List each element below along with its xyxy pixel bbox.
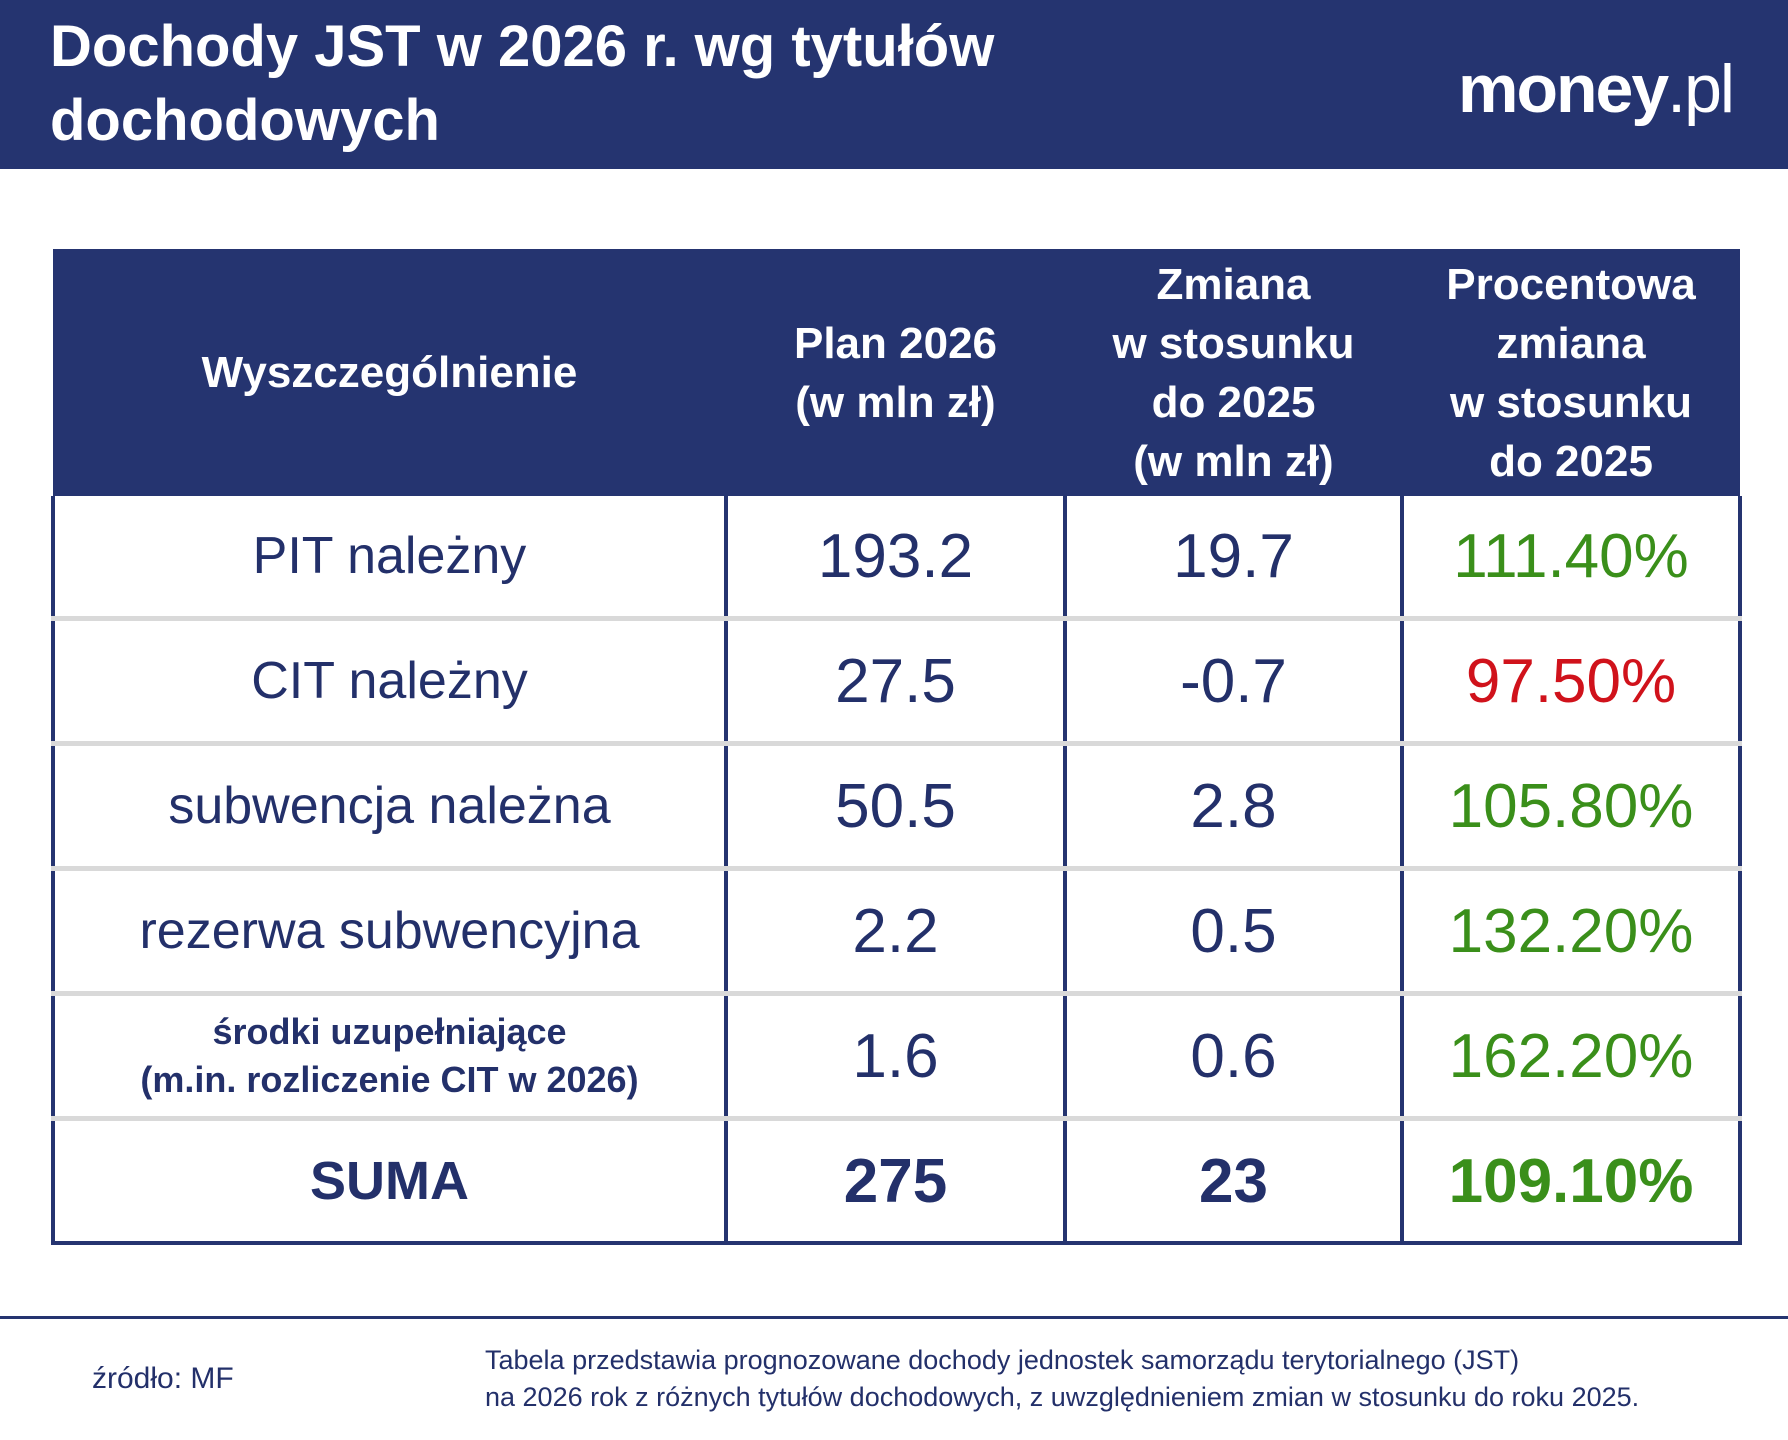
cell: 1.6 <box>724 993 1067 1121</box>
row-label: SUMA <box>51 1118 728 1245</box>
row: rezerwa subwencyjna 2.2 0.5 132.20% <box>51 868 1742 996</box>
label-line: rezerwa subwencyjna <box>139 902 640 960</box>
logo-text: money <box>1457 51 1669 127</box>
header-row: Wyszczególnienie Plan 2026 (w mln zł) Zmian… <box>53 249 1740 496</box>
note: Tabela przedstawia prognozowane dochody … <box>485 1342 1639 1416</box>
cell: 23 <box>1063 1118 1404 1245</box>
row-label: rezerwa subwencyjna <box>51 868 728 996</box>
note-line: Tabela przedstawia prognozowane dochody … <box>485 1345 1520 1375</box>
cell: 162.20% <box>1400 993 1742 1121</box>
row-label: środki uzupełniające (m.in. rozliczenie C… <box>51 993 728 1121</box>
header-line: w stosunku <box>1449 377 1693 427</box>
column-header: Zmiana w stosunku do 2025 (w mln zł) <box>1065 249 1402 496</box>
title: Dochody JST w 2026 r. wg tytułów dochodo… <box>50 14 995 153</box>
logo-suffix: .pl <box>1667 51 1735 127</box>
header-band <box>0 0 1788 169</box>
header-line: Wyszczególnienie <box>201 348 578 397</box>
row: SUMA 275 23 109.10% <box>51 1118 1742 1245</box>
row-label: CIT należny <box>51 618 728 746</box>
table: Wyszczególnienie Plan 2026 (w mln zł) Zmian… <box>51 249 1742 1245</box>
logo[interactable]: money.pl <box>1457 50 1735 128</box>
header-line: do 2025 <box>1151 377 1316 427</box>
label-line: PIT należny <box>252 527 527 585</box>
row: CIT należny 27.5 -0.7 97.50% <box>51 618 1742 746</box>
column-header: Procentowa zmiana w stosunku do 2025 <box>1402 249 1740 496</box>
label-line: środki uzupełniające <box>212 1011 567 1052</box>
header-line: (w mln zł) <box>1133 436 1334 486</box>
cell: 275 <box>724 1118 1067 1245</box>
row: subwencja należna 50.5 2.8 105.80% <box>51 743 1742 871</box>
header-line: w stosunku <box>1112 318 1355 368</box>
header-line: zmiana <box>1496 318 1646 368</box>
cell: 0.5 <box>1063 868 1404 996</box>
row-label: PIT należny <box>51 496 728 621</box>
cell: 2.8 <box>1063 743 1404 871</box>
cell: 0.6 <box>1063 993 1404 1121</box>
cell: 2.2 <box>724 868 1067 996</box>
header-line: do 2025 <box>1489 436 1653 486</box>
cell: -0.7 <box>1063 618 1404 746</box>
column-header: Plan 2026 (w mln zł) <box>726 249 1065 496</box>
header-line: Zmiana <box>1156 259 1311 309</box>
footer-rule <box>0 1316 1788 1319</box>
cell: 111.40% <box>1400 496 1742 621</box>
label-line: subwencja należna <box>168 777 611 835</box>
cell: 50.5 <box>724 743 1067 871</box>
column-header: Wyszczególnienie <box>53 249 726 496</box>
cell: 105.80% <box>1400 743 1742 871</box>
cell: 132.20% <box>1400 868 1742 996</box>
header-line: Procentowa <box>1446 259 1696 309</box>
cell: 97.50% <box>1400 618 1742 746</box>
row: środki uzupełniające (m.in. rozliczenie C… <box>51 993 1742 1121</box>
cell: 109.10% <box>1400 1118 1742 1245</box>
row: PIT należny 193.2 19.7 111.40% <box>51 496 1742 621</box>
cell: 193.2 <box>724 496 1067 621</box>
row-label: subwencja należna <box>51 743 728 871</box>
note-line: na 2026 rok z różnych tytułów dochodowyc… <box>485 1382 1640 1412</box>
label-line: CIT należny <box>251 652 528 710</box>
header-line: Plan 2026 <box>793 318 998 368</box>
source: źródło: MF <box>92 1362 234 1395</box>
label-line: SUMA <box>310 1151 469 1211</box>
header-line: (w mln zł) <box>795 377 996 427</box>
label-line: (m.in. rozliczenie CIT w 2026) <box>140 1059 639 1100</box>
cell: 19.7 <box>1063 496 1404 621</box>
cell: 27.5 <box>724 618 1067 746</box>
